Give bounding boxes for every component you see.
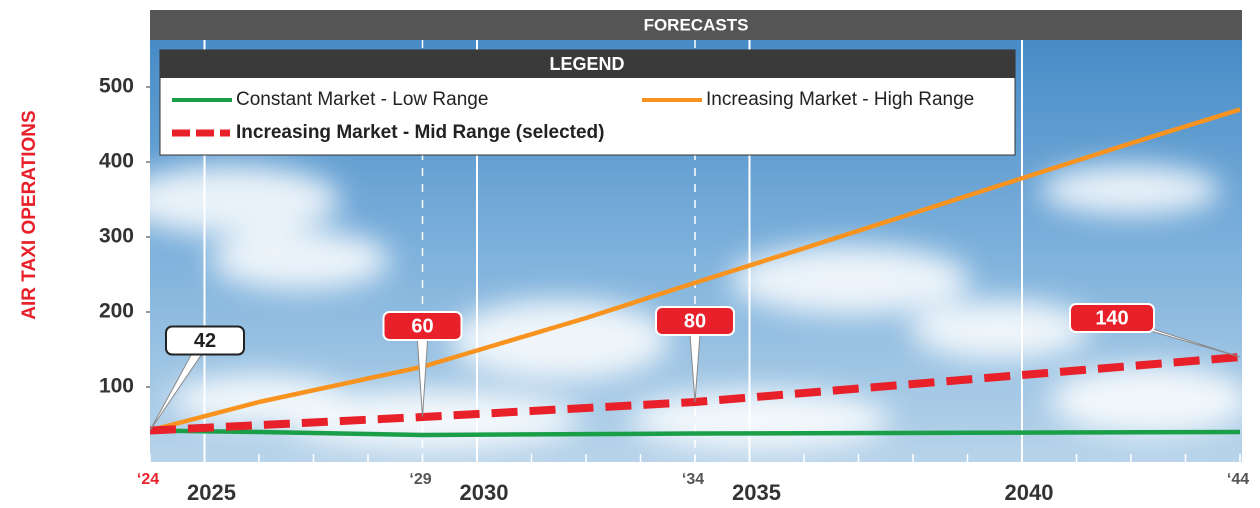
x-tick-label: 2025 <box>187 480 236 505</box>
callout-box <box>1069 303 1155 333</box>
axes: 2025 2030 2035 2040 ‘24 ‘29 ‘34 ‘44 100 200 300 400… <box>99 75 1249 505</box>
legend-label: Increasing Market - High Range <box>706 89 974 110</box>
data-label: 42 <box>194 330 216 352</box>
y-tick-label: 100 <box>99 375 134 398</box>
data-label: 60 <box>411 315 433 337</box>
header-bar <box>150 10 1242 40</box>
y-tick-label: 300 <box>99 225 134 248</box>
data-label: 80 <box>684 310 706 332</box>
legend: LEGEND Constant Market - Low Range Increa… <box>159 49 1016 156</box>
chart-title: FORECASTS <box>644 15 749 34</box>
series-line <box>150 353 1241 435</box>
year-mark-label: ‘34 <box>682 471 704 488</box>
series-line <box>150 428 1241 438</box>
callout-box <box>655 306 735 336</box>
x-tick-label: 2040 <box>1005 480 1054 505</box>
x-tick-label: 2035 <box>732 480 781 505</box>
year-mark-label: ‘24 <box>137 471 159 488</box>
legend-label: Constant Market - Low Range <box>236 89 488 110</box>
series-line <box>150 107 1241 433</box>
legend-header <box>160 50 1015 78</box>
y-tick-label: 400 <box>99 150 134 173</box>
y-tick-label: 500 <box>99 75 134 98</box>
lines <box>150 107 1241 438</box>
callout-box <box>165 325 245 356</box>
year-mark-label: ‘29 <box>409 471 431 488</box>
y-tick-label: 200 <box>99 300 134 323</box>
y-axis-label: AIR TAXI OPERATIONS <box>19 110 40 319</box>
callout-box <box>382 311 463 341</box>
callouts: 42 60 80 140 <box>149 303 1241 431</box>
data-label: 140 <box>1095 307 1128 329</box>
legend-label: Increasing Market - Mid Range (selected) <box>236 122 605 143</box>
year-mark-label: ‘44 <box>1227 471 1249 488</box>
x-tick-label: 2030 <box>460 480 509 505</box>
legend-title: LEGEND <box>549 54 624 74</box>
